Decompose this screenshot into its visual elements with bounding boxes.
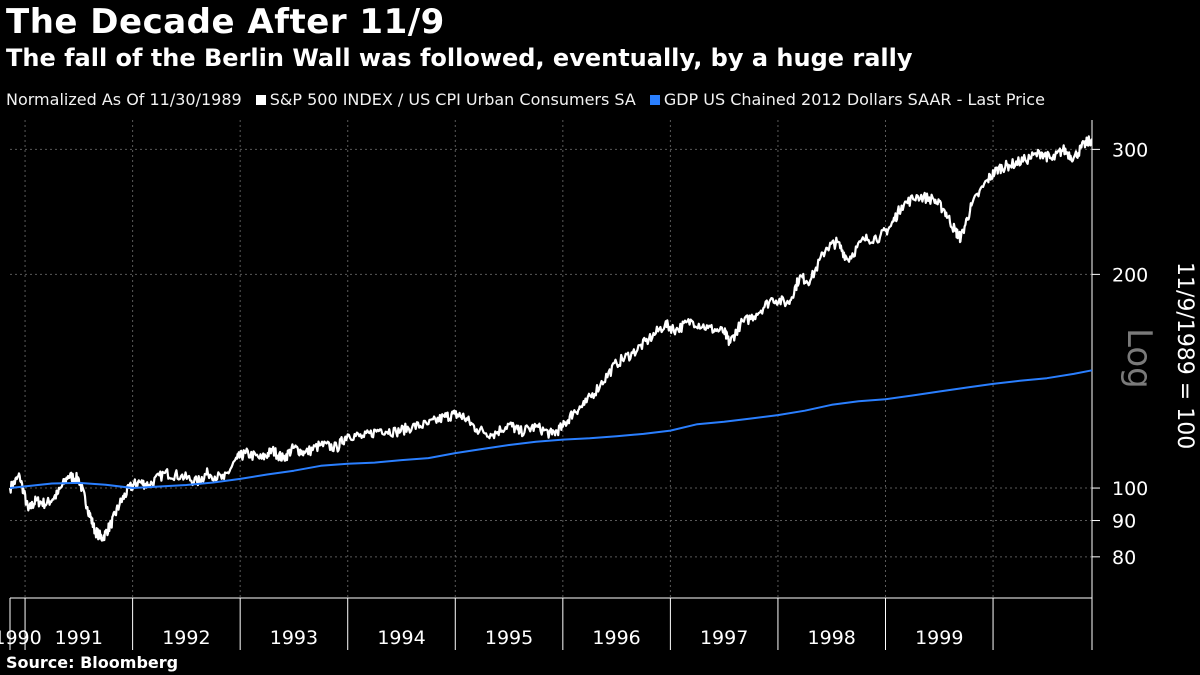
legend: Normalized As Of 11/30/1989 S&P 500 INDE…	[6, 90, 1059, 109]
x-tick-label: 1998	[808, 627, 856, 649]
tick-labels: 80 90 100 200 300 1990 1991 1992 1993 1994 1995 199…	[0, 139, 1197, 649]
x-tick-label: 1993	[270, 627, 318, 649]
y-tick-label: 300	[1112, 139, 1148, 161]
y-tick-label: 80	[1112, 547, 1136, 569]
x-tick-label: 1997	[700, 627, 748, 649]
y-tick-label: 100	[1112, 478, 1148, 500]
series-lines	[8, 135, 1093, 542]
y-tick-label: 90	[1112, 511, 1136, 533]
legend-label-sp500: S&P 500 INDEX / US CPI Urban Consumers S…	[269, 90, 636, 109]
y-axis-label: 11/9/1989 = 100	[1172, 262, 1197, 449]
y-tick-label: 200	[1112, 264, 1148, 286]
x-tick-label: 1992	[162, 627, 210, 649]
chart-title: The Decade After 11/9	[6, 2, 445, 42]
x-tick-label: 1994	[377, 627, 425, 649]
legend-item-sp500: S&P 500 INDEX / US CPI Urban Consumers S…	[255, 90, 636, 109]
y-scale-label: Log	[1119, 328, 1159, 389]
series-line-sp500	[8, 135, 1093, 542]
legend-swatch-gdp	[649, 94, 660, 105]
grid-lines	[10, 120, 1092, 598]
x-tick-label: 1996	[592, 627, 640, 649]
x-tick-label: 1991	[55, 627, 103, 649]
legend-item-gdp: GDP US Chained 2012 Dollars SAAR - Last …	[649, 90, 1045, 109]
x-tick-label: 1995	[485, 627, 533, 649]
chart-subtitle: The fall of the Berlin Wall was followed…	[6, 44, 913, 72]
legend-note-text: Normalized As Of 11/30/1989	[6, 90, 242, 109]
x-tick-label: 1990	[0, 627, 42, 649]
source-note: Source: Bloomberg	[6, 653, 179, 672]
axes	[9, 120, 1100, 650]
legend-label-gdp: GDP US Chained 2012 Dollars SAAR - Last …	[663, 90, 1045, 109]
x-tick-label: 1999	[915, 627, 963, 649]
legend-note: Normalized As Of 11/30/1989	[6, 90, 242, 109]
series-line-gdp	[9, 369, 1093, 489]
legend-swatch-sp500	[255, 94, 266, 105]
